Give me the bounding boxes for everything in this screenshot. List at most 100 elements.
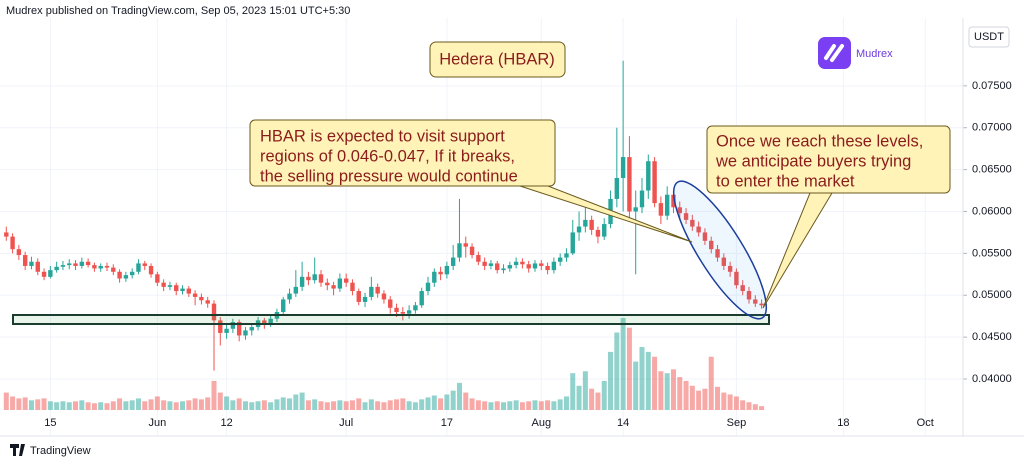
volume-bar: [740, 400, 746, 410]
candle-body: [325, 282, 330, 286]
volume-bar: [752, 404, 758, 410]
volume-bar: [261, 400, 267, 410]
logo-icon: [818, 37, 851, 69]
volume-bar: [689, 385, 695, 410]
volume-bar: [419, 399, 425, 410]
volume-bar: [217, 392, 223, 410]
candle-body: [337, 278, 343, 289]
volume-bar: [708, 356, 714, 410]
volume-bar: [73, 401, 79, 410]
volume-bar: [759, 406, 765, 410]
candle-body: [67, 263, 72, 266]
volume-bar: [639, 347, 645, 410]
candle-body: [16, 249, 22, 256]
volume-bar: [173, 402, 179, 410]
volume-bar: [205, 397, 211, 410]
volume-bar: [670, 369, 676, 410]
candle-body: [343, 278, 349, 283]
volume-bar: [538, 401, 544, 410]
y-tick-label: 0.06500: [972, 164, 1012, 176]
volume-bar: [66, 402, 72, 410]
candle-body: [671, 194, 676, 208]
volume-bar: [85, 402, 91, 410]
volume-bar: [91, 403, 97, 410]
candle-body: [400, 312, 406, 314]
candle-body: [457, 243, 462, 258]
candle-body: [60, 265, 66, 267]
candle-body: [551, 261, 557, 271]
volume-bar: [280, 397, 286, 410]
currency: USDT: [974, 31, 1004, 43]
volume-bar: [324, 402, 330, 410]
candle-body: [142, 263, 147, 266]
candle-body: [532, 263, 538, 269]
volume-bar: [608, 351, 614, 410]
candle-body: [753, 299, 758, 304]
volume-bar: [620, 318, 626, 410]
y-tick-label: 0.04000: [972, 373, 1012, 385]
volume-bar: [425, 397, 431, 410]
volume-bar: [318, 401, 324, 410]
candle-body: [356, 291, 361, 302]
volume-bar: [463, 392, 469, 410]
candle-body: [41, 271, 47, 277]
y-tick-label: 0.05000: [972, 289, 1012, 301]
volume-bar: [501, 402, 507, 410]
volume-bar: [412, 402, 418, 410]
candle-body: [419, 291, 424, 306]
y-tick-label: 0.05500: [972, 247, 1012, 259]
candle-body: [715, 249, 720, 258]
annotation-line: the selling pressure would continue: [260, 167, 518, 185]
volume-bar: [532, 400, 538, 410]
x-tick-label: 17: [441, 417, 453, 429]
volume-bar: [356, 398, 362, 410]
volume-bar: [368, 399, 374, 410]
volume-bar: [450, 390, 456, 410]
candle-body: [495, 263, 500, 271]
volume-bar: [551, 401, 557, 410]
candle-body: [104, 265, 110, 268]
volume-bar: [677, 377, 683, 410]
volume-bar: [513, 400, 519, 410]
volume-bar: [658, 371, 664, 410]
candle-body: [633, 207, 638, 212]
candle-body: [388, 299, 393, 308]
logo-text: Mudrex: [856, 48, 893, 60]
candle-body: [450, 257, 456, 266]
volume-bar: [192, 398, 198, 410]
volume-bar: [614, 332, 620, 410]
currency-box[interactable]: [968, 26, 1010, 48]
candle-body: [375, 286, 380, 294]
candle-body: [199, 296, 204, 301]
volume-bar: [299, 392, 305, 410]
volume-bar: [117, 398, 123, 410]
candle-body: [394, 307, 399, 312]
candle-body: [186, 288, 192, 294]
candle-body: [10, 236, 15, 250]
candle-body: [727, 265, 733, 272]
candle-body: [268, 318, 273, 324]
y-tick-label: 0.07000: [972, 122, 1012, 134]
candle-body: [438, 271, 443, 275]
volume-bar: [526, 401, 532, 410]
volume-bar: [394, 399, 400, 410]
volume-bar: [482, 401, 488, 410]
volume-bar: [406, 401, 412, 410]
volume-bar: [79, 400, 85, 410]
candle-body: [174, 285, 179, 292]
volume-bar: [54, 402, 60, 410]
candle-body: [161, 282, 166, 287]
x-tick-label: Jun: [148, 417, 166, 429]
highlight-ellipse: [672, 180, 768, 320]
candle-body: [721, 257, 727, 266]
volume-bar: [595, 392, 601, 410]
candle-body: [123, 275, 129, 279]
candle-body: [557, 257, 563, 262]
volume-bar: [696, 390, 702, 410]
candle-body: [539, 263, 544, 266]
volume-bar: [727, 394, 733, 410]
volume-bar: [154, 396, 160, 410]
candle-body: [690, 219, 695, 227]
candle-body: [476, 255, 481, 262]
annotation-line: regions of 0.046-0.047, If it breaks,: [260, 147, 515, 165]
